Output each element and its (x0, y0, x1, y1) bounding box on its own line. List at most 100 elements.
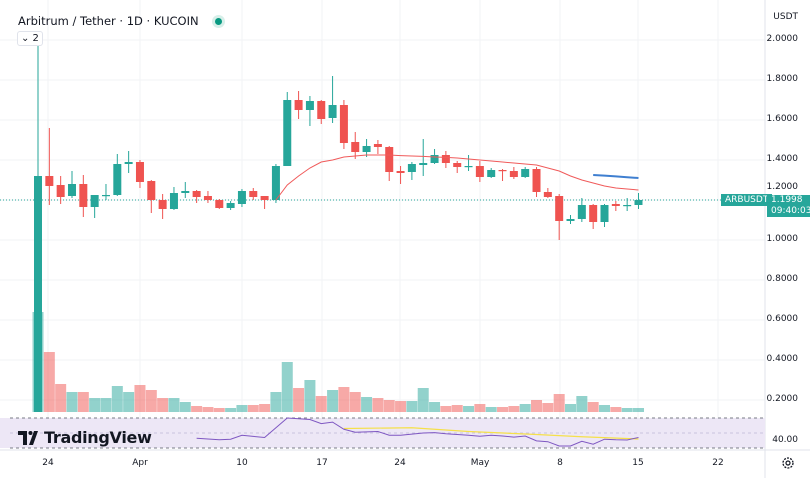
volume-bar (111, 386, 123, 412)
volume-bar (632, 408, 644, 412)
candle-body (101, 195, 110, 197)
candle-body (543, 192, 552, 197)
price-tick-label: 1.6000 (766, 114, 799, 124)
tradingview-logo-icon (18, 430, 38, 445)
volume-bar (485, 407, 497, 412)
volume-bar (565, 404, 577, 412)
time-tick-label: 24 (394, 458, 406, 468)
tradingview-logo[interactable]: TradingView (18, 428, 152, 447)
candle-body (498, 170, 507, 172)
rsi-axis-label: 40.00 (772, 435, 798, 445)
volume-bar (213, 408, 225, 412)
candle-body (67, 184, 76, 196)
candle-body (566, 219, 575, 221)
candle-body (249, 191, 258, 197)
volume-bar (55, 384, 67, 412)
volume-bar (304, 380, 316, 412)
volume-bar (587, 402, 599, 412)
candle-body (34, 176, 42, 412)
volume-bar (451, 405, 463, 412)
candle-body (385, 147, 394, 172)
volume-bar (440, 406, 452, 412)
candle-body (419, 163, 428, 165)
volume-bar (542, 403, 554, 412)
price-tick-label: 1.4000 (766, 154, 799, 164)
volume-bar (406, 401, 418, 412)
volume-bar (621, 408, 633, 412)
currency-label[interactable]: USDT (773, 12, 798, 22)
volume-bar (43, 352, 55, 412)
price-tick-label: 0.4000 (766, 354, 799, 364)
candle-body (351, 142, 360, 152)
rsi-line (196, 417, 639, 447)
candle-body (215, 200, 224, 208)
candle-body (441, 155, 450, 163)
candle-body (147, 181, 156, 200)
volume-bar (270, 392, 282, 412)
volume-bar (191, 406, 203, 412)
candle-body (45, 176, 54, 186)
volume-bar (463, 406, 475, 412)
time-tick-label: 24 (42, 458, 54, 468)
volume-bar (225, 408, 237, 412)
volume-bar (89, 398, 101, 412)
volume-bar (157, 398, 169, 412)
volume-bar (134, 385, 146, 412)
symbol-legend[interactable]: Arbitrum / Tether · 1D · KUCOIN (18, 14, 222, 28)
volume-bar (179, 402, 191, 412)
candle-body (181, 191, 190, 193)
volume-bar (338, 387, 350, 412)
candle-body (260, 196, 269, 200)
candle-body (135, 162, 144, 182)
candle-body (532, 169, 541, 192)
volume-bar (599, 405, 610, 412)
volume-bar (327, 390, 339, 412)
settings-gear-icon[interactable] (781, 456, 795, 470)
price-tick-label: 2.0000 (766, 34, 799, 44)
price-tick-label: 0.2000 (766, 394, 799, 404)
volume-bar (474, 404, 486, 412)
volume-bar (66, 392, 78, 412)
price-tick-label: 0.6000 (766, 314, 799, 324)
rsi-ma-line (343, 427, 639, 440)
candle-body (56, 185, 65, 197)
candle-body (623, 205, 632, 207)
last-price-value: 1.1998 (771, 195, 803, 205)
volume-bar (497, 407, 509, 412)
candle-body (521, 169, 530, 177)
candle-body (430, 155, 439, 163)
candle-body (555, 196, 564, 221)
volume-bar (77, 392, 89, 412)
candle-body (487, 170, 496, 177)
time-tick-label: 22 (712, 458, 724, 468)
volume-bar (553, 394, 565, 412)
indicator-collapse-button[interactable]: ⌄ 2 (17, 31, 43, 46)
candle-body (475, 166, 484, 177)
candle-body (283, 100, 292, 166)
candle-body (271, 166, 280, 200)
candle-body (203, 196, 212, 200)
volume-bar (247, 405, 259, 412)
price-tick-label: 0.8000 (766, 274, 799, 284)
volume-bar (145, 390, 157, 412)
volume-bar (395, 401, 407, 412)
volume-bar (429, 402, 441, 412)
volume-bar (202, 407, 214, 412)
candle-body (328, 105, 337, 118)
candle-body (634, 200, 643, 205)
candle-body (79, 184, 88, 207)
volume-bar (315, 396, 327, 412)
tradingview-logo-text: TradingView (44, 428, 152, 447)
symbol-title: Arbitrum / Tether · 1D · KUCOIN (18, 14, 199, 28)
blue-indicator-line (593, 174, 639, 179)
volume-bar (100, 398, 112, 412)
volume-bar (361, 397, 373, 412)
volume-bar (372, 398, 384, 412)
candle-body (362, 146, 371, 152)
candle-body (90, 195, 99, 207)
volume-bar (508, 406, 520, 412)
candle-body (192, 191, 201, 197)
candle-body (373, 144, 382, 147)
candle-body (124, 162, 133, 164)
